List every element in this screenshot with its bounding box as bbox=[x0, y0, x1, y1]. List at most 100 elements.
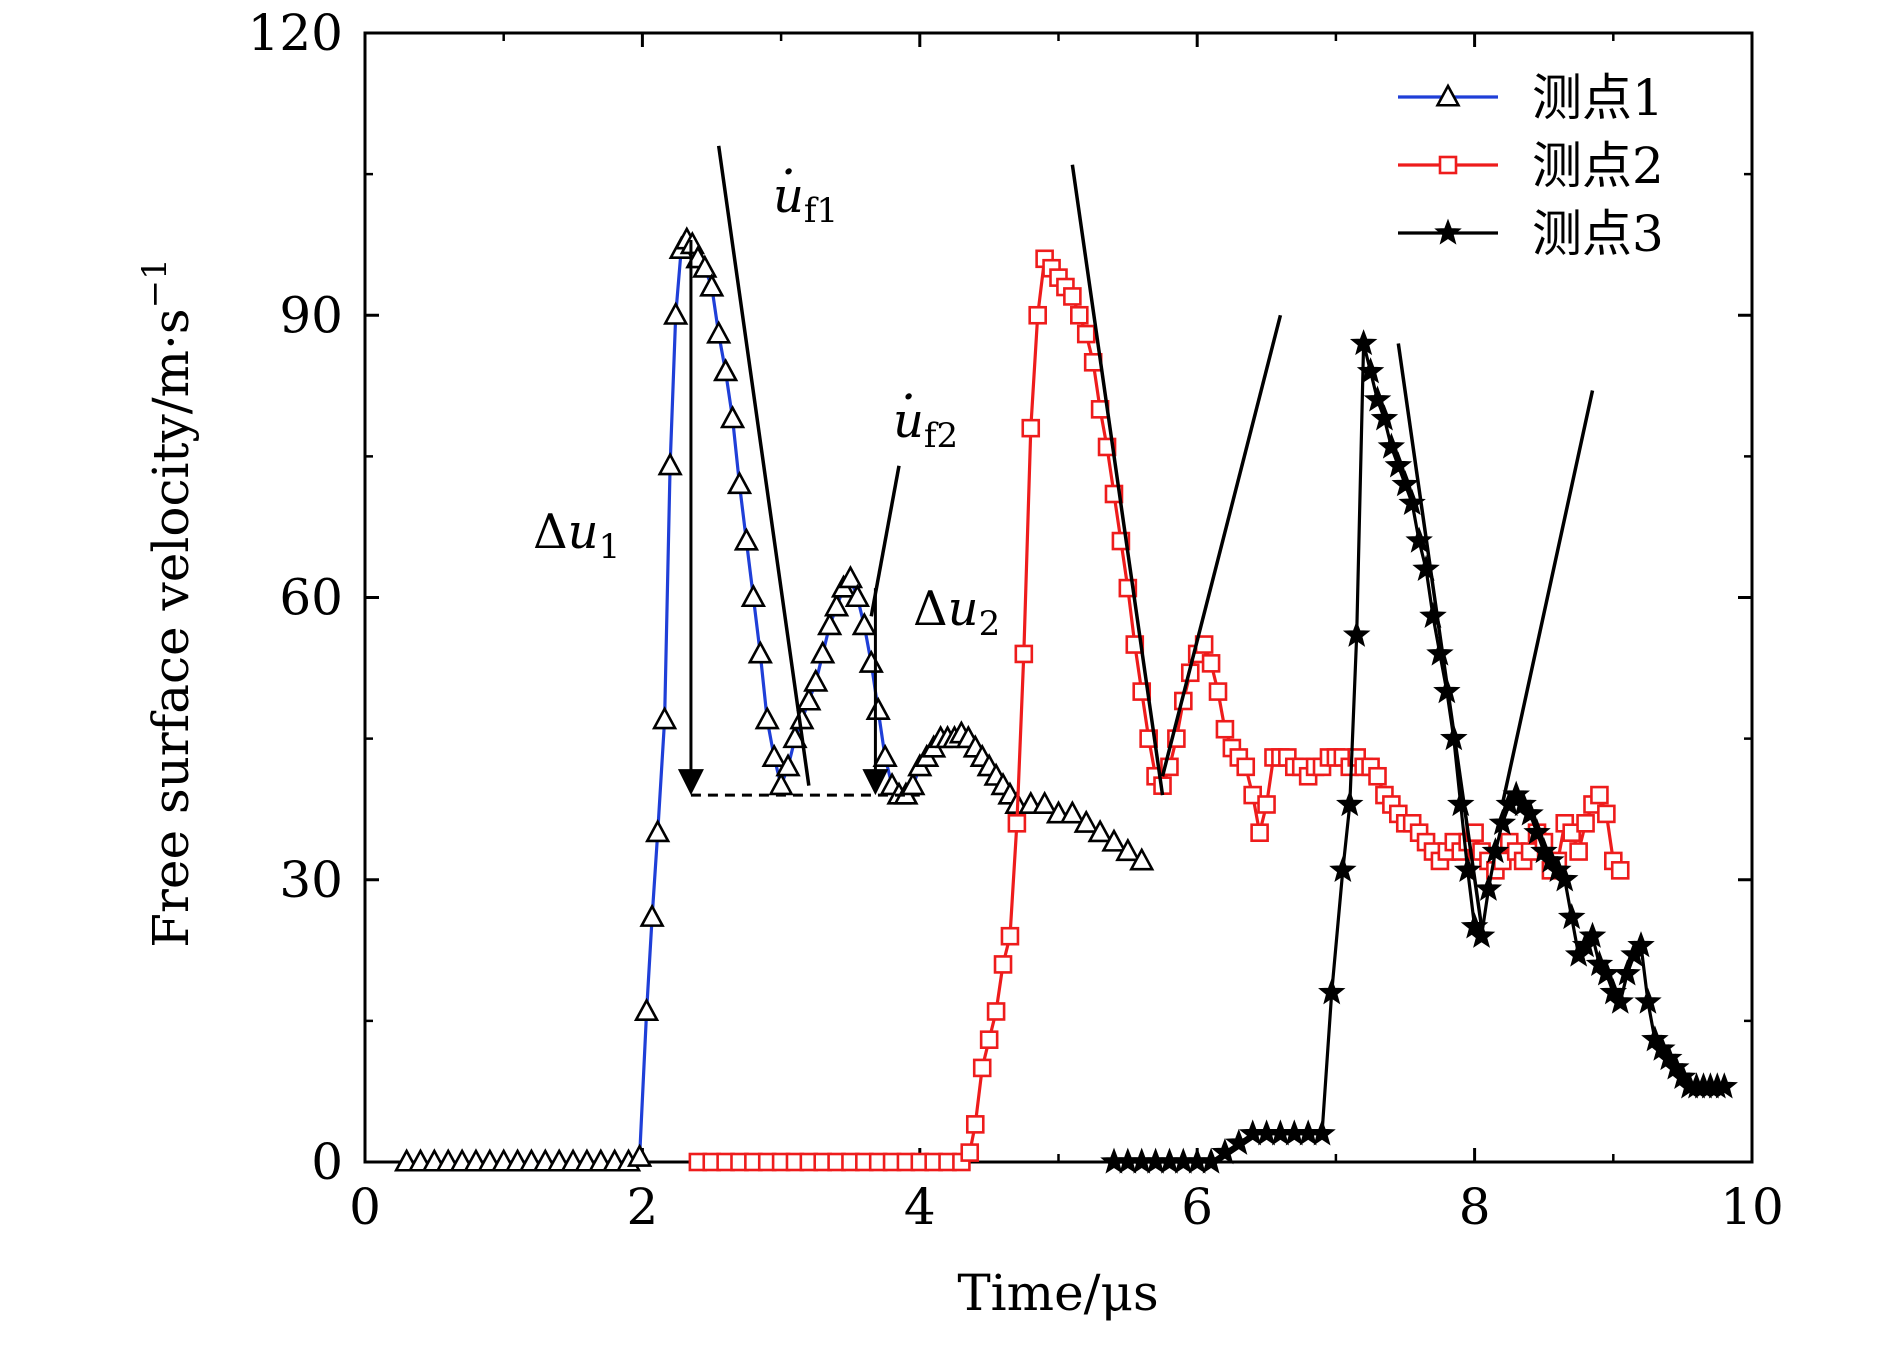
series-3-point bbox=[1370, 404, 1399, 431]
series-1-point bbox=[837, 564, 864, 589]
annotation-uf1-dot: · bbox=[781, 144, 796, 200]
series-1-point bbox=[726, 470, 753, 495]
series-1-point bbox=[1101, 828, 1127, 852]
series-layer bbox=[393, 226, 1738, 1174]
annotation-delta-u1-part: u bbox=[568, 504, 599, 560]
series-1-point bbox=[699, 273, 725, 297]
annotation-uf2-part: f2 bbox=[924, 416, 958, 456]
series-2-point bbox=[1257, 795, 1276, 814]
legend-label: 测点1 bbox=[1532, 69, 1664, 127]
annotation-uf2-part: u bbox=[893, 393, 924, 449]
annotation-uf1: uf1 bbox=[773, 168, 838, 231]
series-3-point bbox=[1342, 620, 1371, 647]
x-axis-title: Time/μs bbox=[957, 1264, 1158, 1322]
x-tick-label: 0 bbox=[349, 1178, 381, 1236]
series-3-point bbox=[1453, 855, 1482, 883]
decay-fit-line bbox=[1160, 314, 1283, 777]
delta-u2-arrow-arrowhead bbox=[862, 769, 889, 796]
series-1-point bbox=[633, 997, 660, 1022]
series-3-point bbox=[1613, 959, 1641, 986]
series-2-point bbox=[1201, 654, 1221, 673]
series-2-point bbox=[1063, 287, 1082, 306]
y-tick-label: 0 bbox=[311, 1133, 343, 1191]
series-1-point bbox=[692, 254, 718, 278]
y-tick-label: 120 bbox=[248, 4, 343, 62]
series-2-point bbox=[1076, 324, 1096, 344]
series-3-point bbox=[1329, 855, 1357, 883]
legend-item-3: 测点3 bbox=[1398, 205, 1664, 263]
series-1-point bbox=[865, 696, 891, 720]
x-tick-label: 6 bbox=[1181, 1178, 1213, 1236]
series-3-point bbox=[1318, 978, 1346, 1005]
series-2-point bbox=[1070, 305, 1089, 325]
series-2-point bbox=[979, 1030, 999, 1049]
series-3-point bbox=[1363, 385, 1392, 412]
series-2-point bbox=[1021, 418, 1041, 438]
series-3-line bbox=[1114, 341, 1725, 1164]
series-2-point bbox=[1028, 305, 1047, 325]
x-tick-label: 10 bbox=[1720, 1178, 1784, 1236]
series-3-point bbox=[1447, 790, 1475, 817]
series-1-point bbox=[817, 612, 843, 636]
series-2-point bbox=[1243, 785, 1262, 805]
series-1-point bbox=[796, 687, 822, 711]
series-3-point bbox=[1710, 1072, 1738, 1099]
series-1-point bbox=[872, 743, 898, 767]
series-2-point bbox=[1590, 785, 1609, 805]
series-2-point bbox=[1562, 823, 1581, 843]
series-1-point bbox=[645, 818, 671, 843]
series-3-point bbox=[1481, 837, 1510, 864]
series-3-point bbox=[1377, 432, 1406, 459]
series-1-point bbox=[754, 706, 780, 730]
series-1-point bbox=[761, 743, 787, 767]
series-1-point bbox=[844, 583, 871, 608]
y-axis-title-sup: −1 bbox=[135, 258, 175, 308]
decay-fit-line bbox=[1396, 343, 1484, 928]
legend-marker bbox=[1435, 83, 1461, 107]
series-1-point bbox=[851, 612, 877, 636]
decay-fit-line bbox=[1070, 164, 1165, 796]
legend-label: 测点3 bbox=[1532, 205, 1664, 263]
series-1-point bbox=[858, 649, 884, 673]
series-1-point bbox=[810, 640, 836, 664]
series-1-point bbox=[823, 593, 850, 617]
series-3 bbox=[1100, 329, 1738, 1174]
annotation-delta-u2: Δu2 bbox=[913, 581, 1000, 644]
series-1-line bbox=[406, 238, 1143, 1164]
series-3-point bbox=[1523, 818, 1551, 845]
series-3-point bbox=[1349, 329, 1378, 356]
series-2-point bbox=[1208, 682, 1228, 701]
legend-marker bbox=[1438, 155, 1458, 175]
series-3-point bbox=[1578, 921, 1607, 948]
series-2-point bbox=[993, 955, 1013, 974]
series-2-point bbox=[1014, 644, 1034, 664]
series-3-point bbox=[1606, 987, 1634, 1014]
legend-item-1: 测点1 bbox=[1398, 69, 1664, 127]
annotation-uf2-dot: · bbox=[901, 369, 916, 425]
series-1-point bbox=[639, 903, 665, 927]
legend: 测点1 测点2 测点3 bbox=[1398, 69, 1664, 263]
legend-label: 测点2 bbox=[1532, 137, 1664, 195]
annotation-delta-u1-part: 1 bbox=[599, 527, 621, 567]
series-1-point bbox=[747, 640, 773, 664]
series-2-line bbox=[697, 257, 1622, 1164]
series-1-point bbox=[663, 301, 689, 325]
x-tick-label: 2 bbox=[626, 1178, 658, 1236]
series-2-point bbox=[986, 1002, 1006, 1021]
series-2 bbox=[688, 249, 1630, 1172]
annotation-delta-u1-part: Δ bbox=[533, 504, 568, 560]
series-2-point bbox=[1368, 766, 1387, 786]
series-2-point bbox=[972, 1058, 992, 1078]
annotation-delta-u2-part: u bbox=[948, 581, 979, 637]
series-3-point bbox=[1391, 470, 1419, 497]
series-2-point bbox=[1000, 926, 1020, 946]
series-3-point bbox=[1412, 554, 1440, 581]
series-1-point bbox=[1059, 800, 1086, 824]
decay-fit-line bbox=[1500, 390, 1595, 805]
series-1-point bbox=[719, 405, 746, 429]
series-3-point bbox=[1627, 931, 1655, 958]
series-2-point bbox=[1236, 757, 1256, 777]
series-1-point bbox=[657, 452, 683, 476]
decay-fit-line bbox=[716, 145, 811, 786]
